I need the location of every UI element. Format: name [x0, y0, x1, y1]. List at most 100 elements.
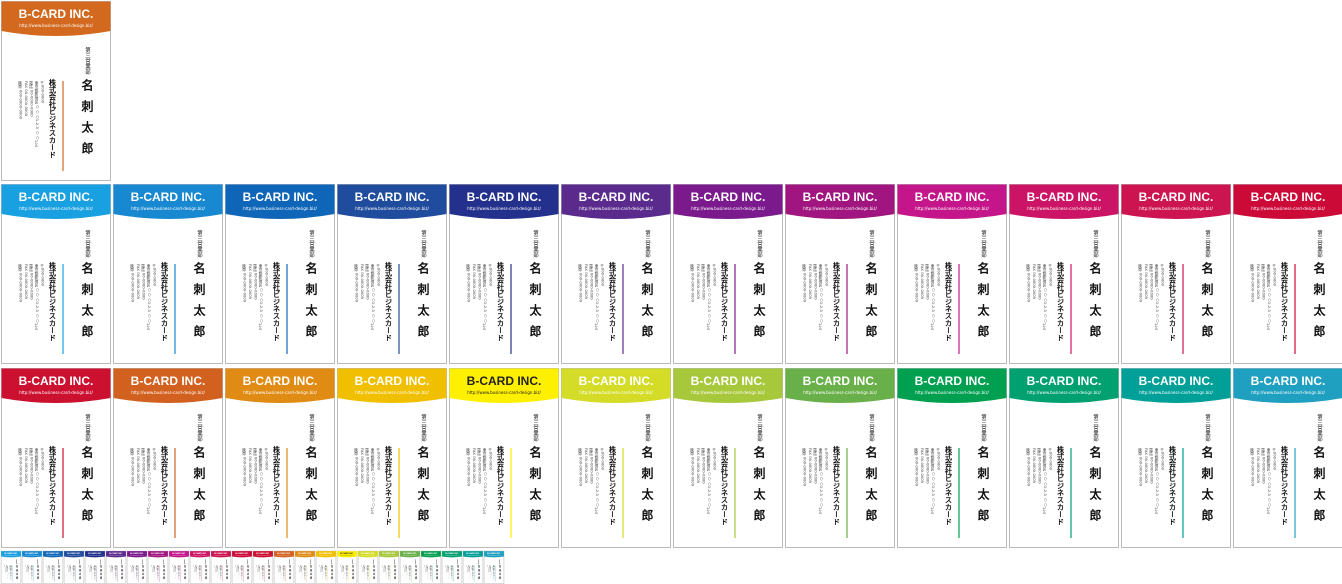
card-header	[337, 551, 357, 558]
logo: B-CARD INC.	[467, 190, 542, 204]
business-card[interactable]: B-CARD INC.http://www.business-card-desi…	[315, 550, 337, 584]
url: http://www.business-card-design.biz/	[243, 390, 317, 395]
business-card[interactable]: B-CARD INC.http://www.business-card-desi…	[105, 550, 127, 584]
business-card[interactable]: B-CARD INC.http://www.business-card-desi…	[252, 550, 274, 584]
business-card[interactable]: B-CARD INC.http://www.business-card-desi…	[441, 550, 463, 584]
business-card[interactable]: B-CARD INC.http://www.business-card-desi…	[357, 550, 379, 584]
address-line: 電話 00-0000-0000	[362, 564, 365, 572]
person-name: 名刺太郎	[456, 564, 460, 580]
business-card[interactable]: B-CARD INC.http://www.business-card-desi…	[673, 184, 783, 364]
department: 第三営業部	[1204, 229, 1211, 259]
business-card[interactable]: B-CARD INC.http://www.business-card-desi…	[420, 550, 442, 584]
business-card[interactable]: B-CARD INC.http://www.business-card-desi…	[1009, 368, 1119, 548]
logo: B-CARD INC.	[803, 190, 878, 204]
department: 第三営業部	[308, 229, 315, 259]
person-name: 名刺太郎	[225, 564, 229, 580]
address-line: 〒000-0000	[364, 564, 367, 570]
business-card[interactable]: B-CARD INC.http://www.business-card-desi…	[1121, 368, 1231, 548]
business-card[interactable]: B-CARD INC.http://www.business-card-desi…	[21, 550, 43, 584]
logo: B-CARD INC.	[243, 190, 318, 204]
address-line: 〒000-0000	[711, 448, 717, 471]
business-card[interactable]: B-CARD INC.http://www.business-card-desi…	[1009, 184, 1119, 364]
company: 株式会社ビジネスカード	[272, 261, 281, 341]
logo: B-CARD INC.	[579, 190, 654, 204]
address-line: FAX 00-0000-0000	[808, 264, 813, 300]
business-card[interactable]: B-CARD INC.http://www.business-card-desi…	[189, 550, 211, 584]
address-line: 携帯 000-0000-0000	[129, 564, 132, 573]
person-name: 名刺太郎	[80, 261, 94, 346]
address-line: 東京都新宿区○○○1-2-3 ○○ビル	[370, 447, 376, 514]
business-card[interactable]: B-CARD INC.http://www.business-card-desi…	[483, 550, 505, 584]
address-line: 電話 00-0000-0000	[131, 564, 134, 572]
business-card[interactable]: B-CARD INC.http://www.business-card-desi…	[168, 550, 190, 584]
address-line: 電話 00-0000-0000	[446, 564, 449, 572]
business-card[interactable]: B-CARD INC.http://www.business-card-desi…	[785, 368, 895, 548]
address-line: 電話 00-0000-0000	[252, 263, 258, 300]
business-card[interactable]: B-CARD INC.http://www.business-card-desi…	[84, 550, 106, 584]
business-card[interactable]: B-CARD INC.http://www.business-card-desi…	[225, 368, 335, 548]
business-card[interactable]: B-CARD INC.http://www.business-card-desi…	[336, 550, 358, 584]
business-card[interactable]: B-CARD INC.http://www.business-card-desi…	[126, 550, 148, 584]
address-line: 電話 00-0000-0000	[812, 263, 818, 300]
card-header	[1, 551, 21, 558]
business-card[interactable]: B-CARD INC.http://www.business-card-desi…	[449, 184, 559, 364]
address-line: 〒000-0000	[49, 564, 52, 570]
address-line: 〒000-0000	[487, 448, 493, 471]
business-card[interactable]: B-CARD INC.http://www.business-card-desi…	[897, 184, 1007, 364]
logo: B-CARD INC.	[1251, 374, 1326, 388]
logo: B-CARD INC.	[193, 552, 207, 555]
business-card[interactable]: B-CARD INC.http://www.business-card-desi…	[273, 550, 295, 584]
business-card[interactable]: B-CARD INC. http://www.business-card-desi…	[113, 184, 223, 364]
address-line: 東京都新宿区○○○1-2-3 ○○ビル	[482, 447, 488, 514]
address-line: 携帯 000-0000-0000	[108, 564, 111, 573]
logo: B-CARD INC.	[298, 552, 312, 555]
business-card[interactable]: B-CARD INC.http://www.business-card-desi…	[561, 184, 671, 364]
department: 第三営業部	[16, 558, 18, 565]
company: 株式会社ビジネスカード	[1168, 261, 1177, 341]
address-line: 東京都新宿区○○○1-2-3 ○○ビル	[363, 564, 366, 578]
business-card[interactable]: B-CARD INC.http://www.business-card-desi…	[0, 550, 22, 584]
business-card[interactable]: B-CARD INC.http://www.business-card-desi…	[42, 550, 64, 584]
business-card[interactable]: B-CARD INC.http://www.business-card-desi…	[1233, 184, 1342, 364]
address-line: 東京都新宿区○○○1-2-3 ○○ビル	[1042, 263, 1048, 330]
department: 第三営業部	[196, 229, 203, 259]
address-line: 電話 00-0000-0000	[140, 447, 146, 484]
company: 株式会社ビジネスカード	[160, 445, 169, 525]
business-card[interactable]: B-CARD INC.http://www.business-card-desi…	[785, 184, 895, 364]
business-card[interactable]: B-CARD INC.http://www.business-card-desi…	[210, 550, 232, 584]
business-card[interactable]: B-CARD INC.http://www.business-card-desi…	[561, 368, 671, 548]
business-card[interactable]: B-CARD INC.http://www.business-card-desi…	[113, 368, 223, 548]
business-card[interactable]: B-CARD INC.http://www.business-card-desi…	[337, 184, 447, 364]
business-card[interactable]: B-CARD INC.http://www.business-card-desi…	[1, 368, 111, 548]
business-card[interactable]: B-CARD INC.http://www.business-card-desi…	[462, 550, 484, 584]
business-card[interactable]: B-CARD INC.http://www.business-card-desi…	[294, 550, 316, 584]
business-card[interactable]: B-CARD INC.http://www.business-card-desi…	[897, 368, 1007, 548]
business-card[interactable]: B-CARD INC.http://www.business-card-desi…	[399, 550, 421, 584]
address-line: 東京都新宿区○○○1-2-3 ○○ビル	[447, 564, 450, 578]
address-line: 東京都新宿区○○○1-2-3 ○○ビル	[132, 564, 135, 578]
person-name: 名刺太郎	[528, 261, 542, 346]
business-card[interactable]: B-CARD INC.http://www.business-card-desi…	[1, 184, 111, 364]
business-card[interactable]: B-CARD INC.http://www.business-card-desi…	[337, 368, 447, 548]
logo: B-CARD INC.	[424, 552, 438, 555]
url: http://www.business-card-design.biz/	[131, 206, 205, 211]
business-card[interactable]: B-CARD INC.http://www.business-card-desi…	[63, 550, 85, 584]
company: 株式会社ビジネスカード	[384, 261, 393, 341]
business-card[interactable]: B-CARD INC.http://www.business-card-desi…	[1121, 184, 1231, 364]
address-line: 〒000-0000	[375, 448, 381, 471]
card-header	[113, 368, 223, 403]
address-line: FAX 00-0000-0000	[472, 264, 477, 300]
card-header	[64, 551, 84, 558]
business-card[interactable]: B-CARD INC.http://www.business-card-desi…	[449, 368, 559, 548]
person-name: 名刺太郎	[864, 445, 878, 530]
address-line: 携帯 000-0000-0000	[17, 80, 23, 119]
logo: B-CARD INC.	[131, 190, 206, 204]
business-card[interactable]: B-CARD INC.http://www.business-card-desi…	[1233, 368, 1342, 548]
business-card[interactable]: B-CARD INC.http://www.business-card-desi…	[378, 550, 400, 584]
business-card[interactable]: B-CARD INC.http://www.business-card-desi…	[225, 184, 335, 364]
business-card[interactable]: B-CARD INC.http://www.business-card-desi…	[673, 368, 783, 548]
business-card[interactable]: B-CARD INC.http://www.business-card-desi…	[231, 550, 253, 584]
address-line: 電話 00-0000-0000	[5, 564, 8, 572]
business-card[interactable]: B-CARD INC.http://www.business-card-desi…	[147, 550, 169, 584]
business-card: B-CARD INC. http://www.business-card-desi…	[1, 1, 111, 181]
